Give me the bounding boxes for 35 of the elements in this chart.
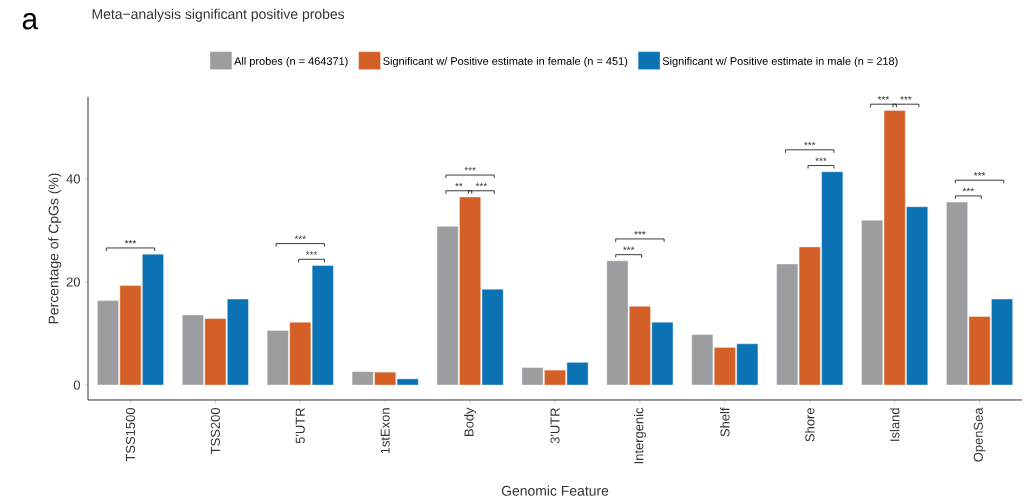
y-tick-label: 20 (66, 277, 80, 287)
annotation: *** (305, 251, 318, 255)
legend-label: Significant w/ Positive estimate in male (n = 218) (662, 56, 898, 68)
x-tick-label: Shelf (720, 407, 730, 437)
annotation: *** (877, 96, 890, 100)
annotation: *** (815, 157, 827, 161)
annotation: *** (464, 166, 476, 171)
x-tick-label: 1stExon (380, 408, 390, 454)
annotation: *** (962, 187, 974, 192)
y-axis-title: Percentage of CpGs (%) (48, 173, 62, 324)
annotation: *** (804, 141, 816, 146)
x-tick-label: 3'UTR (550, 408, 560, 444)
annotation: *** (900, 96, 912, 100)
x-tick-label: Island (889, 408, 900, 441)
x-tick-label: Shore (804, 408, 815, 442)
annotation: *** (623, 246, 635, 251)
annotation: ** (455, 182, 463, 187)
annotation: *** (973, 172, 986, 176)
legend-label: Significant w/ Positive estimate in female (n = 451) (383, 56, 628, 68)
legend-label: All probes (n = 464371) (234, 56, 348, 68)
x-tick-label: Body (464, 407, 477, 436)
y-tick-label: 0 (73, 380, 80, 390)
x-tick-label: Intergenic (633, 407, 646, 464)
x-tick-label: 5'UTR (295, 408, 305, 444)
x-tick-label: TSS1500 (125, 408, 136, 462)
x-tick-label: OpenSea (973, 407, 986, 462)
annotation: *** (294, 235, 306, 240)
annotation: *** (475, 182, 488, 187)
annotation: *** (634, 230, 646, 235)
y-tick-label: 40 (66, 174, 80, 184)
x-axis-title: Genomic Feature (501, 485, 609, 496)
annotation: *** (124, 239, 137, 244)
text: a (22, 13, 39, 30)
chart-title: Meta−analysis significant positive probes (92, 8, 345, 22)
x-tick-label: TSS200 (210, 408, 220, 455)
